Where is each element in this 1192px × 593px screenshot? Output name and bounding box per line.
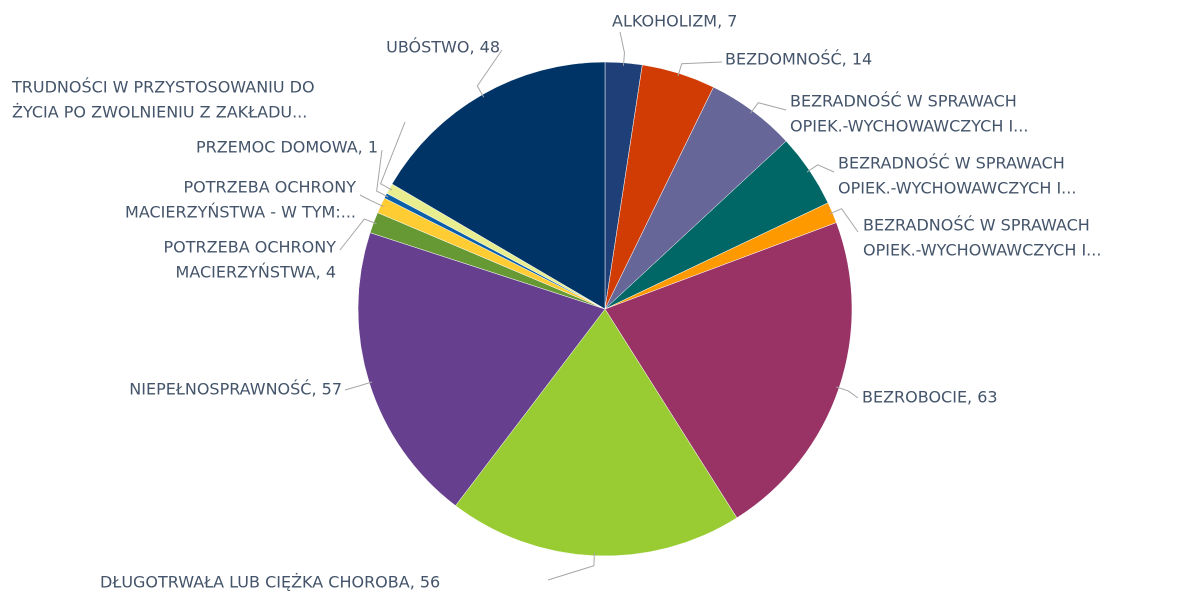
data-label: PRZEMOC DOMOWA, 1	[196, 138, 378, 157]
leader-line	[806, 164, 835, 173]
data-label: POTRZEBA OCHRONY	[184, 178, 357, 197]
data-label: POTRZEBA OCHRONY	[164, 238, 337, 257]
data-label: BEZRADNOŚĆ W SPRAWACH	[790, 92, 1017, 111]
leader-line	[379, 121, 406, 191]
leader-line	[547, 552, 595, 581]
leader-line	[339, 218, 377, 251]
data-label: NIEPEŁNOSPRAWNOŚĆ, 57	[129, 380, 342, 399]
data-label: DŁUGOTRWAŁA LUB CIĘŻKA CHOROBA, 56	[100, 573, 440, 592]
leader-line	[677, 61, 723, 77]
leader-line	[836, 386, 859, 399]
leader-line	[619, 31, 625, 66]
leader-line	[829, 208, 859, 233]
data-label: OPIEK.-WYCHOWAWCZYCH I...	[790, 117, 1028, 136]
data-label: OPIEK.-WYCHOWAWCZYCH I...	[863, 241, 1101, 260]
data-label: ŻYCIA PO ZWOLNIENIU Z ZAKŁADU...	[12, 103, 307, 122]
data-label: ALKOHOLIZM, 7	[612, 12, 737, 31]
data-label: BEZRADNOŚĆ W SPRAWACH	[838, 154, 1065, 173]
leader-line	[476, 49, 503, 98]
data-label: OPIEK.-WYCHOWAWCZYCH I...	[838, 179, 1076, 198]
data-label: MACIERZYŃSTWA, 4	[176, 263, 336, 282]
leader-line	[359, 194, 384, 208]
data-label: TRUDNOŚCI W PRZYSTOSOWANIU DO	[11, 78, 315, 97]
data-label: MACIERZYŃSTWA - W TYM:...	[125, 203, 356, 222]
data-label: BEZDOMNOŚĆ, 14	[725, 50, 872, 69]
data-label: BEZRADNOŚĆ W SPRAWACH	[863, 216, 1090, 235]
data-label: BEZROBOCIE, 63	[862, 388, 998, 407]
data-label: UBÓSTWO, 48	[386, 38, 500, 57]
leader-line	[376, 149, 389, 198]
leader-line	[750, 102, 787, 114]
leader-line	[344, 381, 373, 391]
